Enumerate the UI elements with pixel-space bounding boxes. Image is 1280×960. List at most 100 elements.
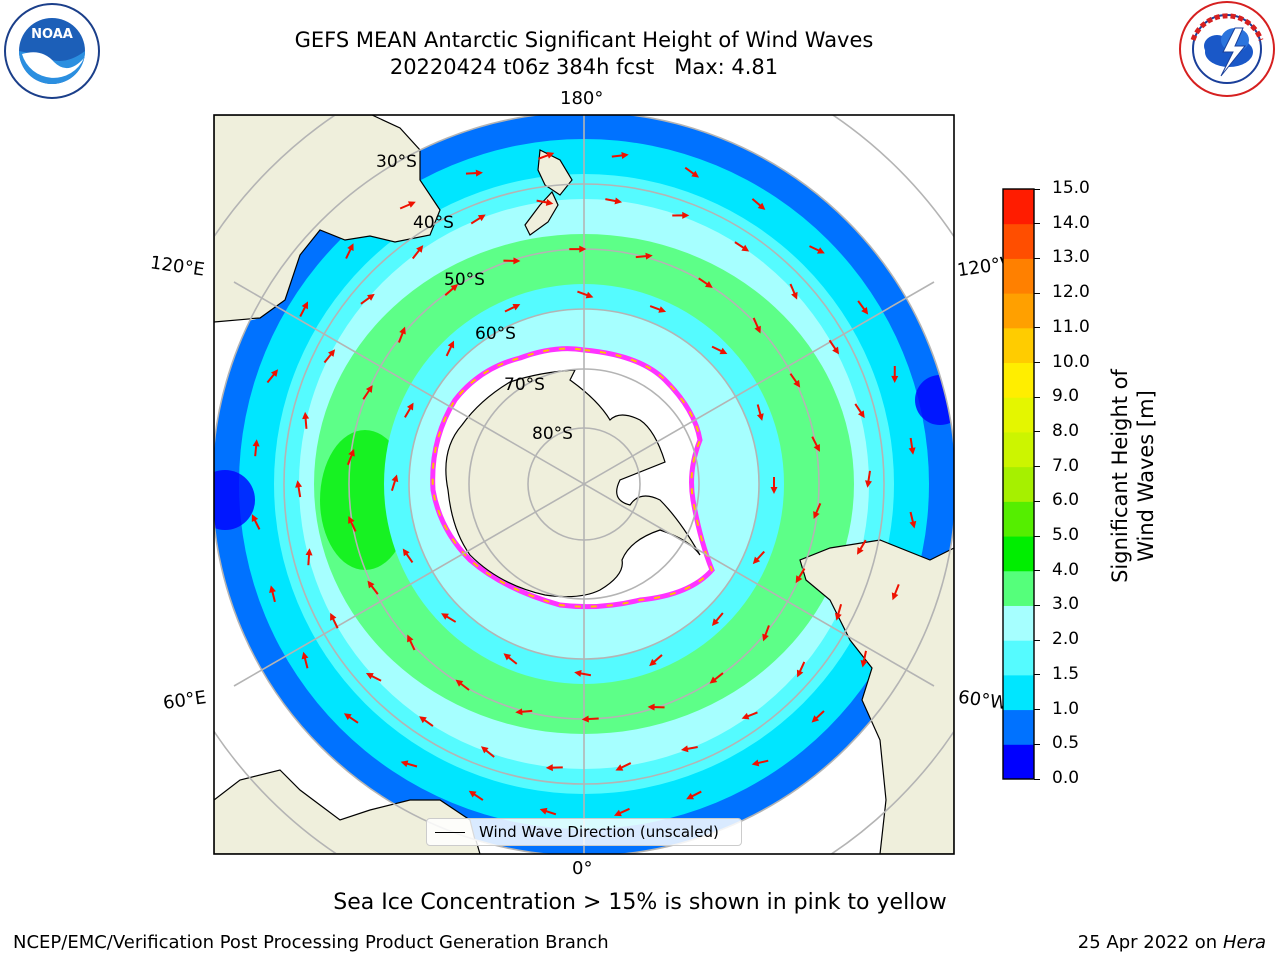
wave-direction-arrowhead: [539, 807, 548, 815]
colorbar-swatch: [1003, 536, 1034, 572]
wave-direction-arrowhead: [455, 679, 464, 687]
colorbar-swatch: [1003, 431, 1034, 468]
wave-direction-arrowhead: [579, 245, 587, 253]
colorbar-swatch: [1003, 501, 1034, 537]
wave-direction-arrowhead: [252, 439, 260, 447]
wave-direction-arrowhead: [691, 170, 700, 178]
colorbar-tick-label: 3.0: [1052, 594, 1080, 615]
wind-wave-direction-arrows: [251, 152, 917, 817]
colorbar-swatch: [1003, 327, 1034, 364]
colorbar-tick-label: 2.0: [1052, 629, 1080, 650]
wave-direction-arrowhead: [686, 792, 694, 800]
wave-direction-arrowhead: [480, 746, 489, 754]
colorbar-swatch: [1003, 570, 1034, 606]
wave-direction-arrowhead: [832, 346, 840, 355]
lon-label-180: 180°: [560, 88, 604, 109]
colorbar-tick-mark: [1034, 778, 1040, 780]
wave-direction-arrowhead: [857, 546, 864, 555]
colorbar-tick-label: 9.0: [1052, 386, 1080, 407]
wave-direction-arrowhead: [680, 745, 689, 753]
wave-direction-arrowhead: [615, 764, 624, 771]
wave-direction-arrowhead: [416, 245, 424, 253]
noaa-logo-text: NOAA: [31, 27, 73, 42]
max-value-label: Max: 4.81: [674, 55, 779, 79]
wave-direction-arrowhead: [581, 715, 589, 723]
wave-direction-arrowhead: [450, 283, 459, 292]
wave-direction-arrowhead: [891, 375, 899, 383]
wave-direction-arrowhead: [347, 243, 354, 252]
lon-label-0: 0°: [572, 858, 593, 879]
colorbar-tick-label: 13.0: [1052, 247, 1090, 268]
wave-direction-arrowhead: [348, 448, 355, 457]
wave-direction-arrowhead: [719, 347, 728, 355]
wave-direction-arrowhead: [908, 447, 916, 455]
wave-direction-arrowhead: [475, 169, 483, 177]
wave-direction-arrowhead: [857, 410, 865, 419]
colorbar-swatch: [1003, 466, 1034, 502]
wave-direction-arrowhead: [751, 759, 760, 767]
colorbar-tick-label: 15.0: [1052, 178, 1090, 198]
colorbar-tick-mark: [1034, 431, 1040, 433]
wave-direction-arrowhead: [468, 790, 477, 798]
wave-direction-arrowhead: [419, 716, 427, 724]
wave-direction-arrowhead: [295, 480, 303, 488]
wave-direction-arrowhead: [585, 291, 594, 299]
colorbar-tick-mark: [1034, 743, 1040, 745]
colorbar-tick-label: 1.0: [1052, 698, 1080, 719]
lat-label-70s: 70°S: [504, 375, 545, 395]
wave-direction-arrowhead: [270, 369, 279, 377]
wave-direction-arrowhead: [757, 202, 766, 210]
wave-direction-arrowhead: [754, 325, 761, 334]
wave-direction-arrowhead: [865, 480, 872, 488]
wave-direction-arrowhead: [512, 304, 521, 311]
wave-direction-arrowhead: [614, 197, 623, 205]
lat-label-50s: 50°S: [444, 270, 485, 290]
wave-direction-arrowhead: [795, 575, 803, 584]
colorbar: [1002, 188, 1035, 780]
colorbar-swatch: [1003, 362, 1034, 398]
map-legend: Wind Wave Direction (unscaled): [426, 818, 742, 846]
forecast-run-label: 20220424 t06z 384h fcst: [389, 55, 655, 79]
wave-direction-arrowhead: [441, 613, 449, 620]
wave-direction-arrowhead: [391, 474, 399, 483]
colorbar-tick-mark: [1034, 396, 1040, 398]
legend-line-sample: [435, 832, 465, 833]
wave-direction-arrowhead: [682, 211, 690, 219]
wave-direction-arrowhead: [709, 676, 718, 684]
colorbar-tick-mark: [1034, 535, 1040, 537]
wave-direction-arrowhead: [251, 514, 259, 522]
wave-direction-arrowhead: [407, 201, 416, 208]
wave-direction-arrowhead: [305, 548, 313, 556]
wave-direction-arrowhead: [365, 385, 373, 393]
footer-date: 25 Apr 2022 on Hera: [1077, 932, 1266, 953]
colorbar-tick-label: 11.0: [1052, 316, 1090, 337]
colorbar-tick-label: 8.0: [1052, 420, 1080, 441]
colorbar-tick-mark: [1034, 188, 1040, 190]
wave-direction-arrowhead: [813, 444, 820, 452]
wave-direction-arrowhead: [909, 520, 917, 529]
wave-direction-arrowhead: [704, 281, 713, 288]
chart-subtitle: 20220424 t06z 384h fcst Max: 4.81: [0, 54, 1168, 80]
colorbar-label: Significant Height of Wind Waves [m]: [1108, 369, 1158, 583]
legend-label: Wind Wave Direction (unscaled): [479, 823, 719, 841]
colorbar-tick-label: 12.0: [1052, 282, 1090, 303]
colorbar-tick-mark: [1034, 362, 1040, 364]
colorbar-swatch: [1003, 189, 1034, 225]
wave-direction-arrowhead: [793, 379, 801, 388]
colorbar-tick-label: 10.0: [1052, 351, 1090, 372]
colorbar-tick-label: 7.0: [1052, 455, 1080, 476]
colorbar-tick-mark: [1034, 639, 1040, 641]
wave-direction-arrowhead: [614, 809, 622, 817]
colorbar-tick-mark: [1034, 674, 1040, 676]
colorbar-tick-mark: [1034, 327, 1040, 329]
colorbar-tick-mark: [1034, 223, 1040, 225]
wave-direction-arrowhead: [301, 301, 309, 310]
wave-direction-arrowhead: [762, 633, 769, 642]
wave-direction-arrowhead: [367, 293, 375, 301]
wave-direction-arrowhead: [791, 291, 798, 300]
colorbar-tick-mark: [1034, 257, 1040, 259]
footer-branch: NCEP/EMC/Verification Post Processing Pr…: [13, 932, 609, 953]
sea-ice-caption: Sea Ice Concentration > 15% is shown in …: [333, 890, 947, 915]
chart-title: GEFS MEAN Antarctic Significant Height o…: [294, 28, 874, 52]
